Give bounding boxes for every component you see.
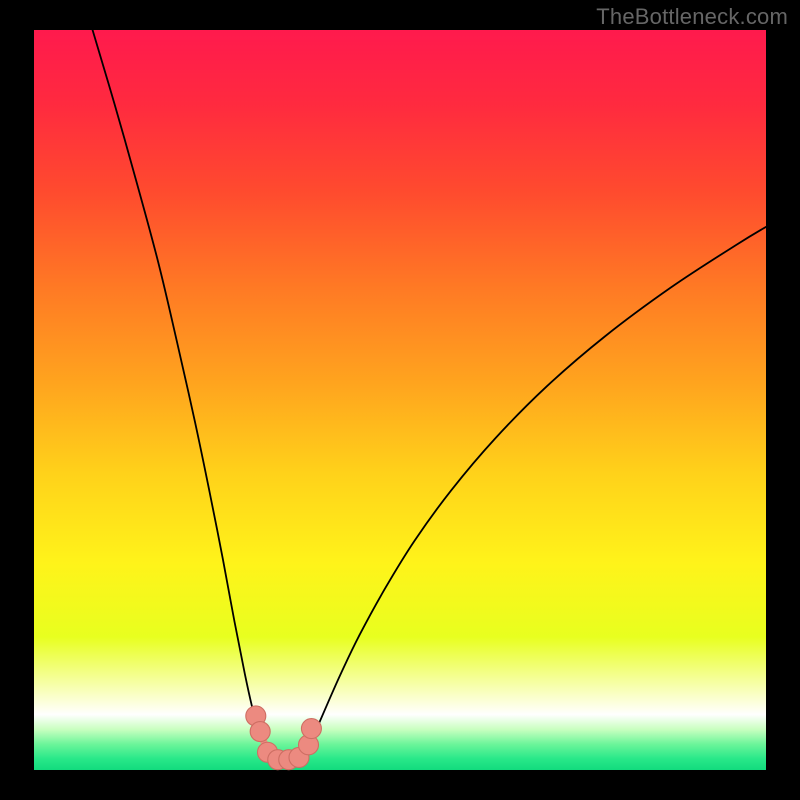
plot-background [34,30,766,770]
chart-container: TheBottleneck.com [0,0,800,800]
marker-point [301,719,321,739]
watermark-text: TheBottleneck.com [596,4,788,30]
marker-point [250,722,270,742]
chart-svg [0,0,800,800]
